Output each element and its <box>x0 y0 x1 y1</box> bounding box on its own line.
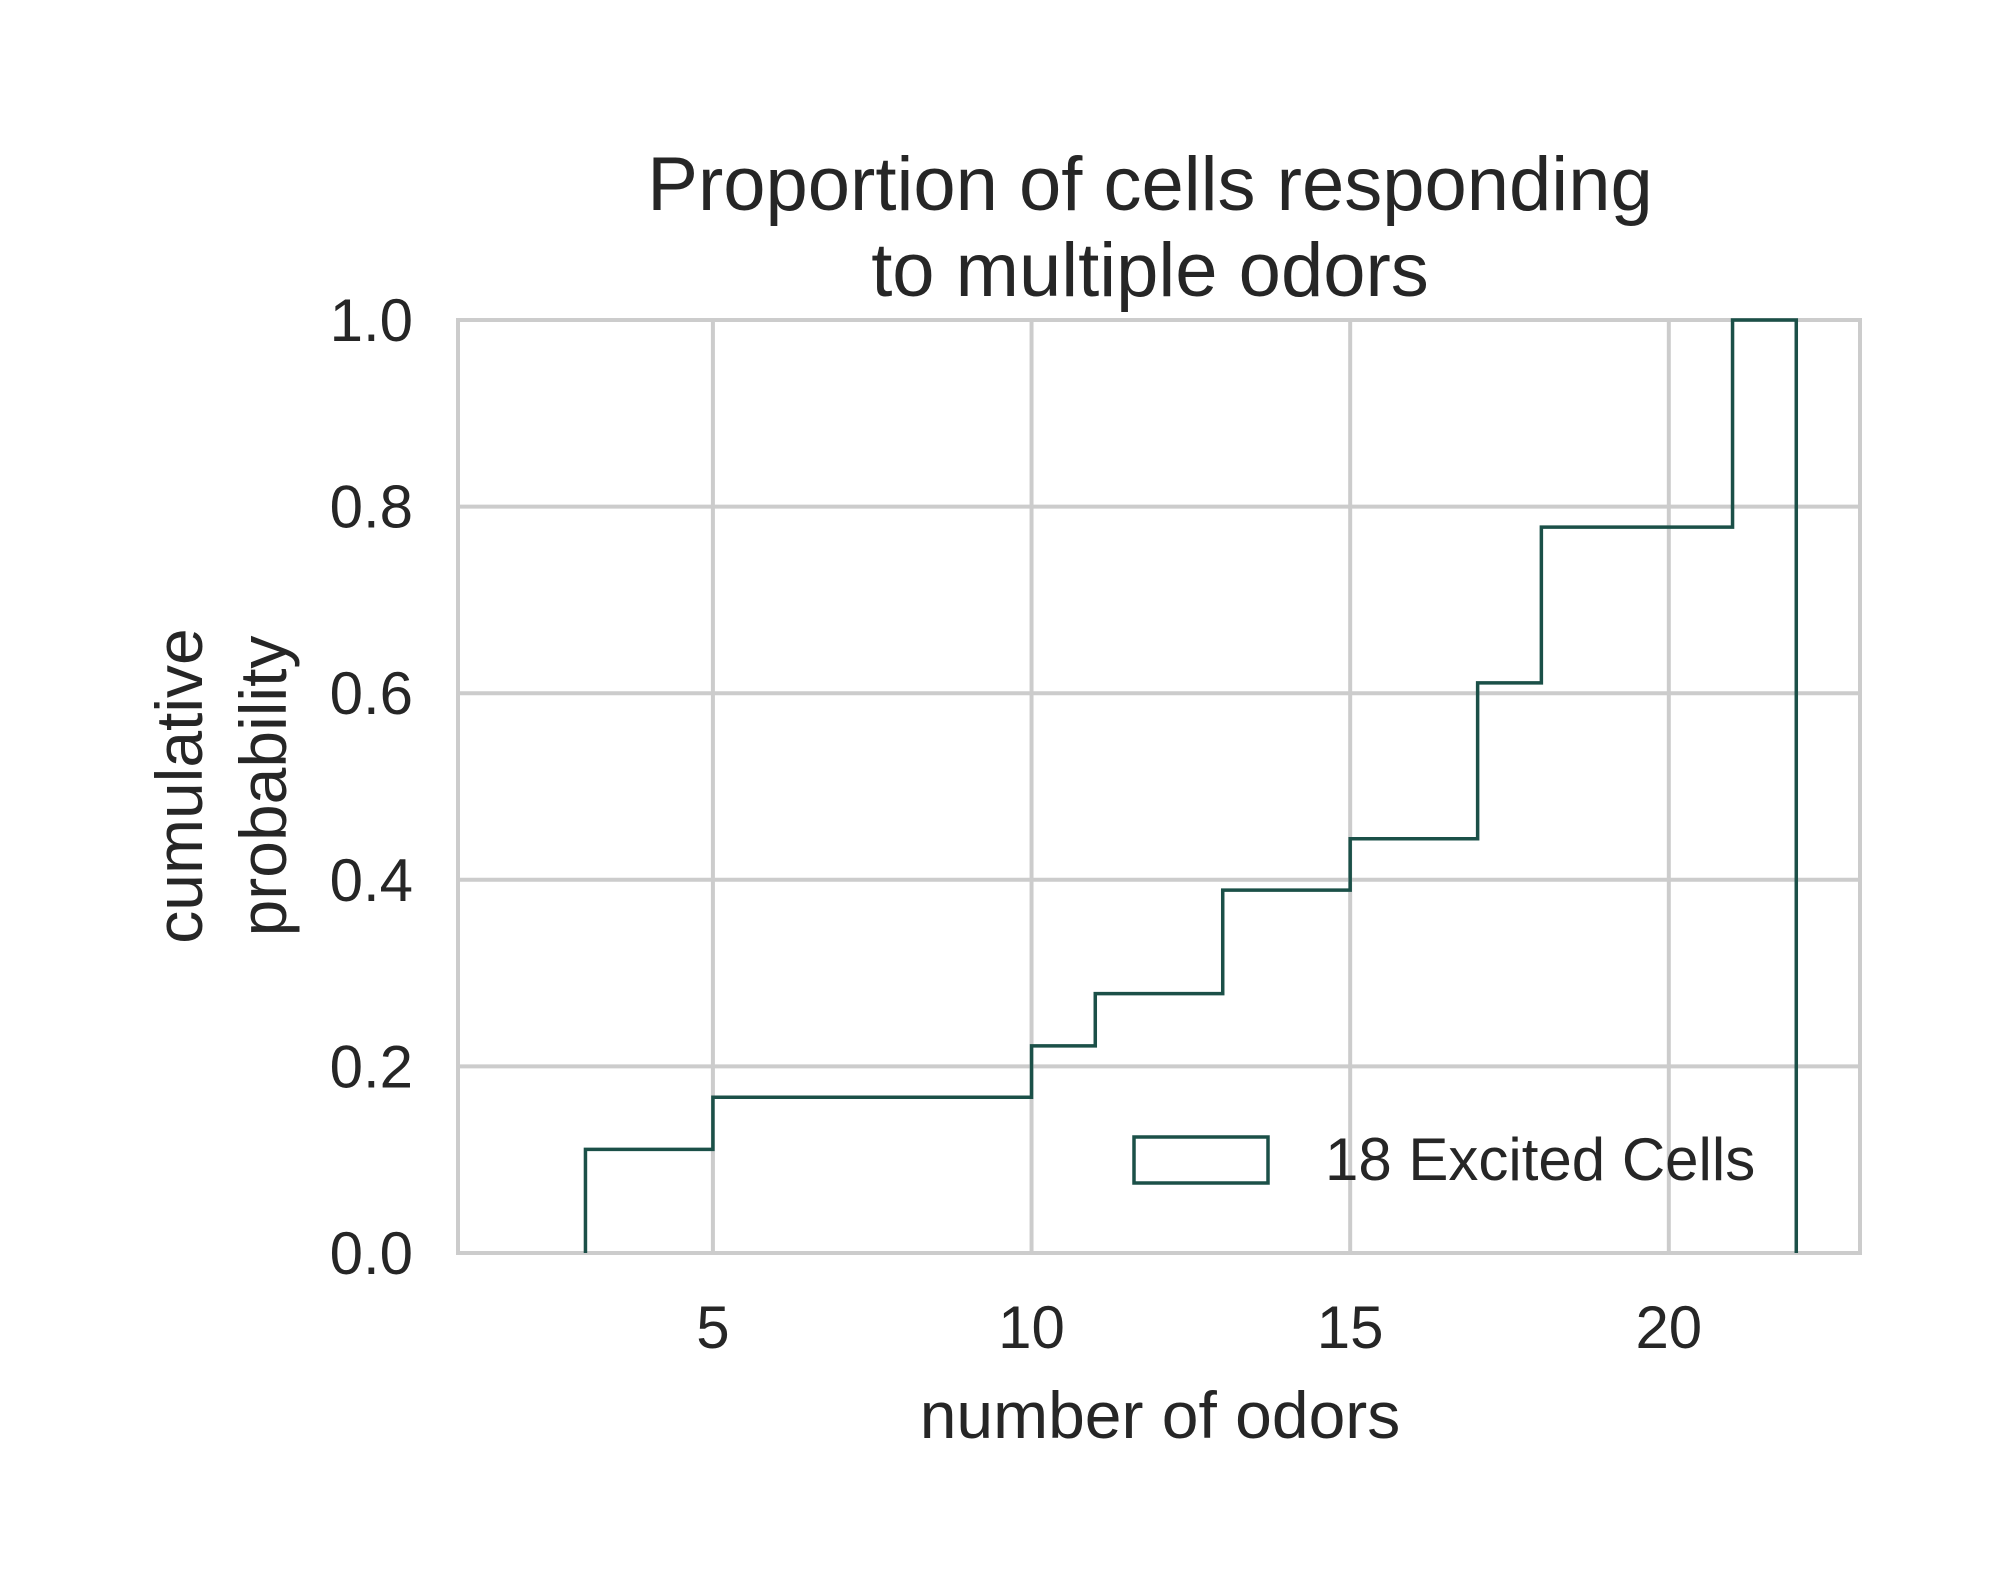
y-tick-label-3: 0.6 <box>330 660 413 727</box>
legend-swatch <box>1132 1135 1270 1185</box>
plot-frame <box>456 318 1862 1255</box>
chart-title-line-2: to multiple odors <box>871 228 1429 313</box>
y-tick-label-0: 0.0 <box>330 1220 413 1287</box>
y-ticks: 0.0 0.2 0.4 0.6 0.8 1.0 <box>330 287 413 1287</box>
series <box>583 318 1799 1253</box>
x-ticks: 5 10 15 20 <box>696 1294 1702 1361</box>
y-tick-label-2: 0.4 <box>330 847 413 914</box>
y-tick-label-1: 0.2 <box>330 1033 413 1100</box>
chart-title-line-1: Proportion of cells responding <box>647 142 1652 227</box>
x-tick-label-3: 20 <box>1635 1294 1702 1361</box>
grid <box>458 318 1860 1255</box>
y-tick-label-4: 0.8 <box>330 474 413 541</box>
x-tick-label-1: 10 <box>998 1294 1065 1361</box>
y-axis-label-line-1: cumulative <box>142 628 216 943</box>
x-axis-label: number of odors <box>920 1378 1401 1452</box>
x-tick-label-2: 15 <box>1317 1294 1384 1361</box>
legend: 18 Excited Cells <box>1132 1126 1755 1193</box>
x-tick-label-0: 5 <box>696 1294 729 1361</box>
series-0-step-line <box>583 318 1799 1253</box>
y-axis-label-line-2: probability <box>226 636 300 937</box>
y-tick-label-5: 1.0 <box>330 287 413 354</box>
legend-label: 18 Excited Cells <box>1325 1126 1755 1193</box>
